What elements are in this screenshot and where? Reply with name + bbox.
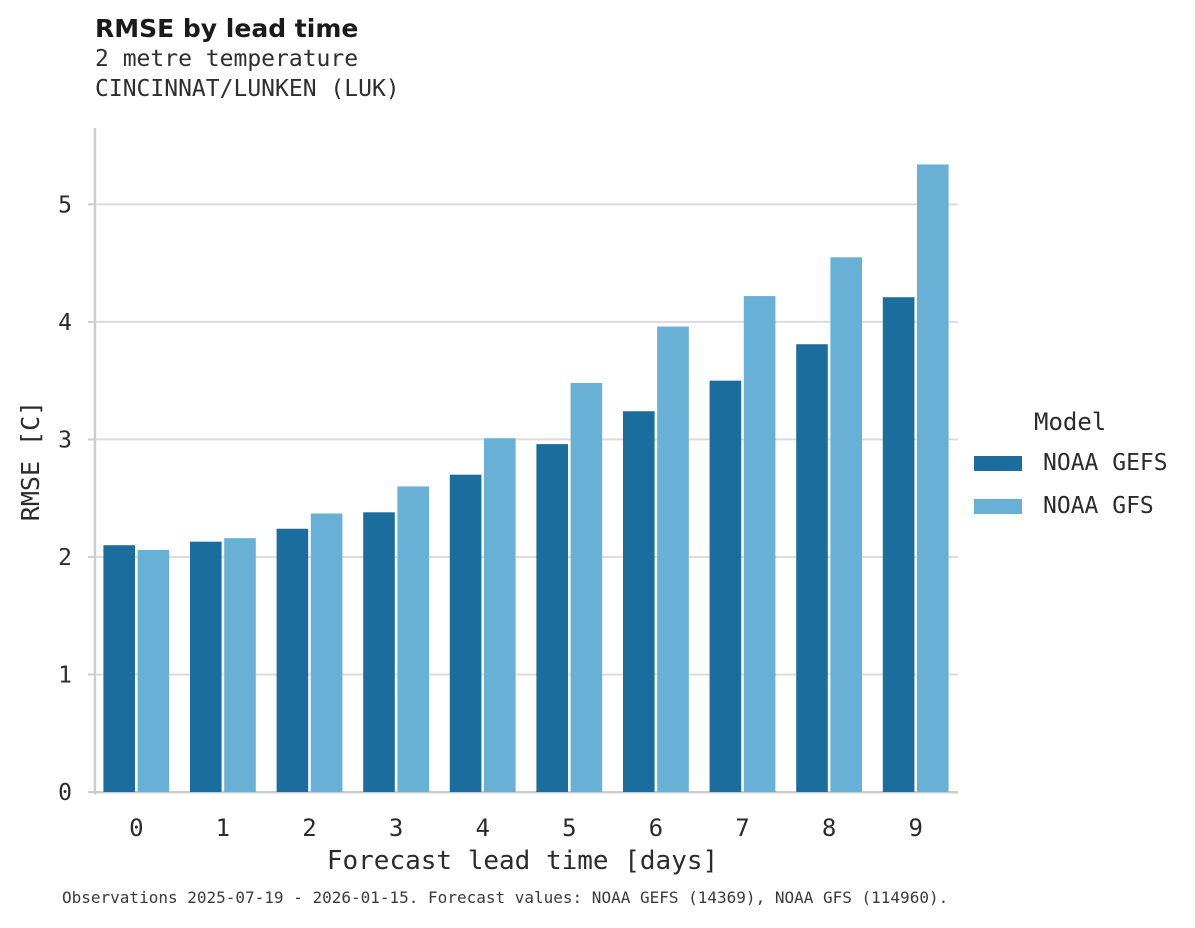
y-tick-label-3: 3 xyxy=(58,427,72,453)
x-tick-label-9: 9 xyxy=(908,814,922,842)
bar-noaa-gefs-day-4 xyxy=(449,474,482,792)
x-tick-label-8: 8 xyxy=(822,814,836,842)
bar-noaa-gfs-day-1 xyxy=(224,538,256,792)
bar-noaa-gfs-day-3 xyxy=(397,486,429,792)
chart-caption: Observations 2025-07-19 - 2026-01-15. Fo… xyxy=(62,888,949,907)
y-tick-label-0: 0 xyxy=(58,780,72,806)
x-tick-label-0: 0 xyxy=(129,814,143,842)
bar-noaa-gefs-day-7 xyxy=(709,380,742,792)
chart-subtitle-variable: 2 metre temperature xyxy=(95,46,359,72)
bar-noaa-gefs-day-9 xyxy=(882,297,915,792)
x-tick-label-6: 6 xyxy=(649,814,663,842)
bar-noaa-gfs-day-8 xyxy=(830,257,862,793)
chart-title: RMSE by lead time xyxy=(95,14,359,43)
bar-noaa-gefs-day-1 xyxy=(190,541,222,792)
x-axis-line xyxy=(93,791,958,794)
bar-noaa-gfs-day-2 xyxy=(310,513,343,792)
x-tick-label-5: 5 xyxy=(562,814,576,842)
bar-noaa-gefs-day-8 xyxy=(796,344,828,792)
legend-swatch-gfs xyxy=(974,498,1022,514)
legend-title: Model xyxy=(1034,408,1107,436)
y-tick-label-5: 5 xyxy=(58,192,72,218)
legend-swatch-gefs xyxy=(974,455,1022,471)
y-tick-label-2: 2 xyxy=(58,545,72,571)
x-tick-label-2: 2 xyxy=(302,814,316,842)
bar-noaa-gefs-day-5 xyxy=(536,444,568,792)
y-axis-title: RMSE [C] xyxy=(16,401,45,521)
x-tick-label-3: 3 xyxy=(389,814,403,842)
y-tick-label-1: 1 xyxy=(58,662,72,688)
bar-noaa-gefs-day-3 xyxy=(363,512,395,792)
x-tick-label-1: 1 xyxy=(216,814,230,842)
bar-noaa-gefs-day-2 xyxy=(276,528,309,792)
bar-noaa-gfs-day-5 xyxy=(570,383,603,792)
bar-noaa-gfs-day-7 xyxy=(743,296,776,792)
bar-noaa-gefs-day-6 xyxy=(623,411,655,792)
bar-noaa-gfs-day-4 xyxy=(484,438,516,792)
bar-noaa-gfs-day-6 xyxy=(657,326,689,792)
y-tick-label-4: 4 xyxy=(58,310,72,336)
chart-header: RMSE by lead time 2 metre temperature CI… xyxy=(95,14,400,104)
x-tick-label-7: 7 xyxy=(735,814,749,842)
legend: Model NOAA GEFS NOAA GFS xyxy=(974,408,1194,536)
chart-subtitle-station: CINCINNAT/LUNKEN (LUK) xyxy=(95,76,400,102)
legend-entry-gfs: NOAA GFS xyxy=(974,493,1194,519)
bar-noaa-gefs-day-0 xyxy=(103,545,135,792)
bar-noaa-gfs-day-0 xyxy=(137,549,170,792)
x-axis-title: Forecast lead time [days] xyxy=(327,846,718,876)
y-axis-line xyxy=(93,128,97,795)
legend-label-gefs: NOAA GEFS xyxy=(1043,450,1168,476)
bar-noaa-gfs-day-9 xyxy=(917,164,949,792)
legend-entry-gefs: NOAA GEFS xyxy=(974,450,1194,476)
x-tick-label-4: 4 xyxy=(475,814,489,842)
legend-label-gfs: NOAA GFS xyxy=(1043,493,1154,519)
